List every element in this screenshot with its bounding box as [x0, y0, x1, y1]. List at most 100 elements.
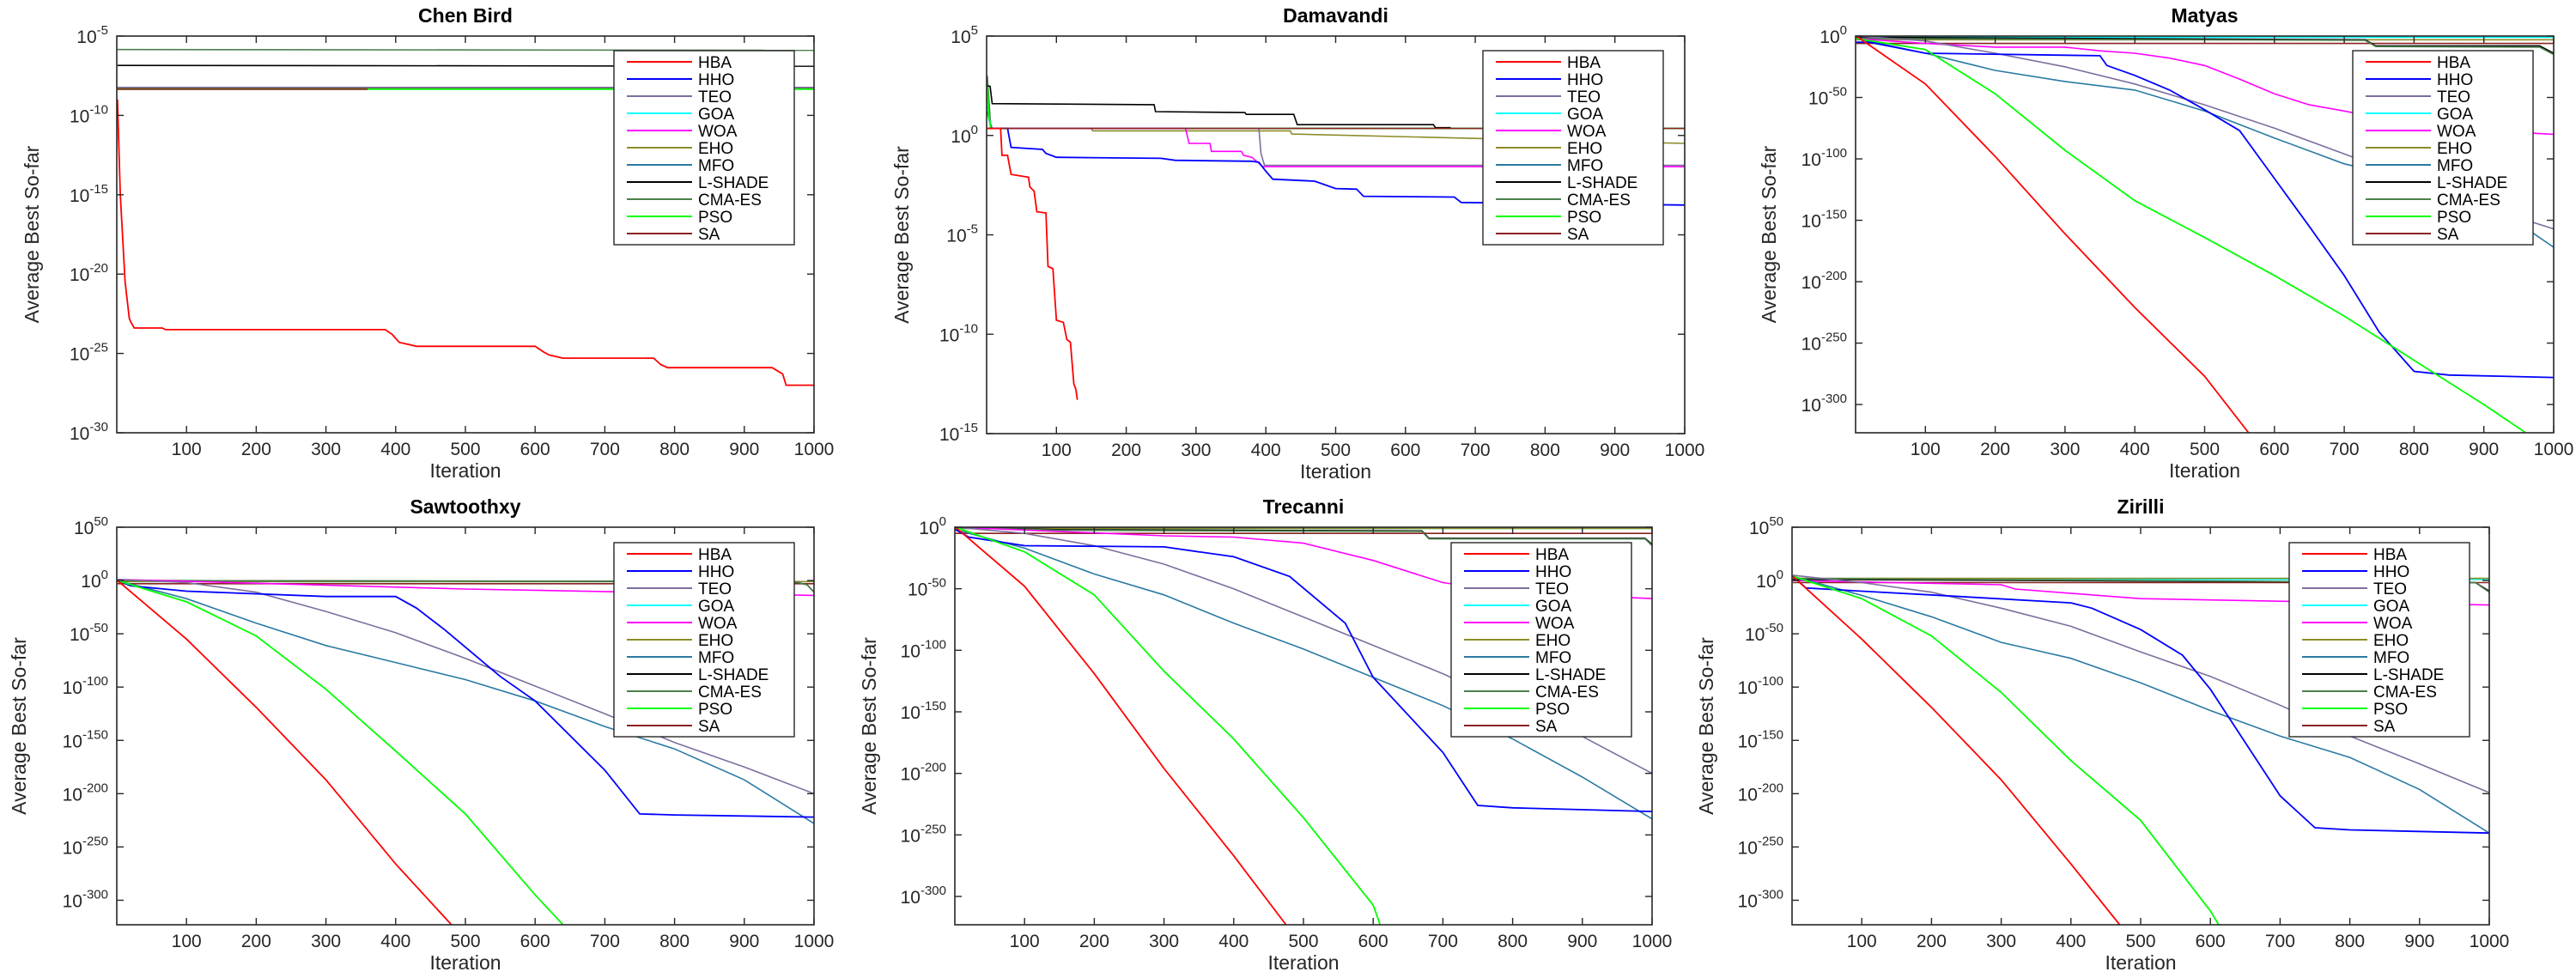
- legend-label-eho: EHO: [698, 632, 733, 650]
- series-line-hba: [955, 527, 1287, 925]
- x-tick-label: 800: [1530, 440, 1560, 460]
- y-tick-label: 10-200: [1738, 781, 1783, 805]
- y-tick-label: 10-25: [70, 341, 108, 365]
- series-line-hho: [987, 127, 1685, 206]
- x-tick-label: 800: [1498, 932, 1528, 951]
- x-tick-label: 500: [450, 440, 480, 459]
- x-tick-label: 300: [2050, 440, 2080, 459]
- series-line-mfo: [955, 529, 1652, 820]
- legend-label-l-shade: L-SHADE: [1567, 174, 1637, 192]
- x-tick-label: 700: [2265, 932, 2295, 951]
- x-tick-label: 200: [241, 440, 271, 459]
- legend-label-cma-es: CMA-ES: [2437, 191, 2500, 210]
- x-tick-label: 100: [1042, 440, 1072, 460]
- legend-label-woa: WOA: [698, 615, 738, 633]
- chart-title: Trecanni: [1263, 495, 1345, 518]
- legend-label-pso: PSO: [1567, 209, 1601, 227]
- y-tick-label: 10-300: [63, 887, 108, 911]
- y-tick-label: 10-200: [1801, 269, 1847, 293]
- y-tick-label: 10-10: [70, 102, 108, 126]
- legend-label-mfo: MFO: [1535, 649, 1571, 667]
- legend-label-woa: WOA: [2437, 123, 2476, 141]
- panel-damavandi: 100 200 300 400 500 600 700 800 900 1000 105 100 10-…: [890, 4, 1704, 483]
- x-tick-label: 900: [2469, 440, 2499, 459]
- x-tick-label: 1000: [1632, 932, 1673, 951]
- x-tick-label: 800: [2335, 932, 2365, 951]
- legend-label-goa: GOA: [1567, 106, 1604, 124]
- legend-label-cma-es: CMA-ES: [698, 683, 762, 702]
- x-tick-label: 1000: [794, 440, 835, 459]
- x-tick-label: 1000: [2470, 932, 2510, 951]
- legend-label-hho: HHO: [698, 71, 734, 89]
- x-tick-label: 1000: [1665, 440, 1705, 460]
- x-tick-label: 1000: [2534, 440, 2574, 459]
- x-tick-label: 300: [1181, 440, 1211, 460]
- x-tick-label: 300: [1149, 932, 1179, 951]
- series-group: [987, 76, 1685, 400]
- legend-label-eho: EHO: [1535, 632, 1571, 650]
- y-tick-label: 10-150: [1801, 208, 1847, 232]
- y-tick-label: 1050: [74, 514, 108, 538]
- x-tick-label: 700: [2330, 440, 2360, 459]
- legend-label-woa: WOA: [1567, 123, 1607, 141]
- panel-sawtoothxy: 100 200 300 400 500 600 700 800 900 1000 1050 100 10…: [8, 495, 834, 974]
- y-tick-label: 100: [81, 568, 108, 592]
- x-tick-label: 700: [590, 932, 620, 951]
- panel-zirilli: 100 200 300 400 500 600 700 800 900 1000 1050 100 10…: [1695, 495, 2509, 974]
- y-tick-label: 10-100: [1738, 674, 1783, 698]
- chart-title: Zirilli: [2117, 495, 2165, 518]
- legend-label-hho: HHO: [698, 563, 734, 581]
- legend-label-goa: GOA: [2373, 598, 2410, 616]
- y-tick-label: 100: [1756, 568, 1783, 592]
- x-tick-label: 300: [311, 440, 341, 459]
- x-tick-label: 500: [1321, 440, 1351, 460]
- x-tick-label: 500: [1288, 932, 1318, 951]
- series-line-woa: [1792, 580, 2489, 606]
- y-tick-label: 10-20: [70, 261, 108, 285]
- x-axis-label: Iteration: [429, 951, 501, 974]
- legend-label-eho: EHO: [2437, 140, 2472, 158]
- y-tick-label: 10-250: [901, 822, 946, 846]
- y-tick-label: 10-15: [70, 182, 108, 206]
- panel-matyas: 100 200 300 400 500 600 700 800 900 1000 100 10-50 1…: [1758, 4, 2573, 482]
- series-line-mfo: [117, 580, 814, 824]
- x-tick-label: 300: [1986, 932, 2016, 951]
- legend-label-goa: GOA: [1535, 598, 1572, 616]
- x-tick-label: 100: [1911, 440, 1941, 459]
- y-tick-label: 10-100: [901, 637, 946, 661]
- y-axis-label: Average Best So-far: [890, 146, 913, 324]
- legend-label-sa: SA: [2437, 226, 2459, 244]
- y-tick-label: 10-100: [63, 674, 108, 698]
- series-line-pso: [955, 527, 1382, 925]
- x-tick-label: 200: [1980, 440, 2010, 459]
- series-line-teo: [117, 579, 814, 795]
- y-axis-label: Average Best So-far: [858, 637, 880, 815]
- legend-label-hho: HHO: [2437, 71, 2473, 89]
- legend-label-l-shade: L-SHADE: [698, 174, 769, 192]
- x-tick-label: 600: [520, 440, 550, 459]
- y-tick-label: 10-15: [939, 421, 978, 445]
- x-tick-label: 900: [1600, 440, 1630, 460]
- series-line-hba: [1856, 36, 2250, 433]
- x-axis-label: Iteration: [2169, 459, 2240, 482]
- series-line-cma-es: [955, 527, 1652, 547]
- x-tick-label: 800: [659, 440, 690, 459]
- legend-label-hba: HBA: [2373, 546, 2407, 564]
- series-line-hba: [117, 99, 814, 386]
- y-tick-label: 10-150: [1738, 727, 1783, 751]
- legend-label-hba: HBA: [698, 546, 732, 564]
- y-tick-label: 100: [919, 514, 946, 538]
- y-tick-label: 10-150: [63, 727, 108, 751]
- y-tick-label: 10-150: [901, 699, 946, 723]
- y-tick-label: 10-250: [1801, 331, 1847, 355]
- legend-label-l-shade: L-SHADE: [2437, 174, 2507, 192]
- series-line-teo: [1792, 574, 2489, 793]
- legend-label-mfo: MFO: [2437, 157, 2473, 175]
- x-tick-label: 500: [2190, 440, 2220, 459]
- y-tick-label: 10-5: [946, 222, 978, 246]
- chart-title: Sawtoothxy: [410, 495, 520, 518]
